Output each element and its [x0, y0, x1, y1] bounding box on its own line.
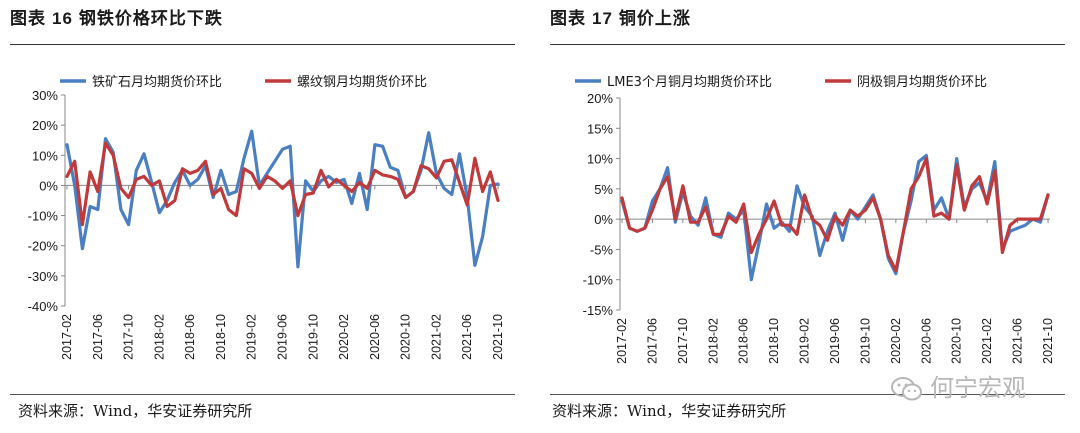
y-tick-label: 0% [39, 178, 58, 193]
left-title-text: 钢铁价格环比下跌 [78, 9, 223, 29]
x-tick-label: 2020-02 [889, 318, 903, 364]
y-tick-label: 0% [594, 212, 613, 227]
x-tick-label: 2020-06 [919, 318, 933, 364]
right-title-text: 铜价上涨 [618, 9, 691, 29]
y-tick-label: 10% [32, 148, 58, 163]
x-tick-label: 2021-10 [1041, 318, 1055, 364]
x-tick-label: 2020-10 [399, 314, 413, 360]
y-tick-label: -15% [583, 303, 614, 318]
right-source: 资料来源：Wind，华安证券研究所 [552, 402, 787, 420]
x-tick-label: 2017-02 [615, 318, 629, 364]
x-tick-label: 2018-02 [706, 318, 720, 364]
x-tick-label: 2018-10 [767, 318, 781, 364]
y-tick-label: 5% [594, 182, 613, 197]
x-tick-label: 2019-02 [245, 314, 259, 360]
legend-label-0: 铁矿石月均期货价环比 [92, 74, 222, 90]
x-tick-label: 2018-10 [214, 314, 228, 360]
y-tick-label: 10% [587, 152, 613, 167]
left-fig-label: 图表 [10, 9, 46, 29]
left-bottom-rule [10, 394, 515, 395]
series-line-1 [65, 141, 500, 227]
series-line-0 [65, 129, 500, 269]
series-line-0 [620, 153, 1050, 282]
x-tick-label: 2019-02 [798, 318, 812, 364]
watermark-text: 何宁宏观 [930, 374, 1026, 402]
y-tick-label: -5% [590, 242, 614, 257]
x-tick-label: 2019-10 [858, 318, 872, 364]
x-tick-label: 2018-02 [152, 314, 166, 360]
x-tick-label: 2021-02 [429, 314, 443, 360]
x-tick-label: 2021-06 [460, 314, 474, 360]
x-tick-label: 2018-06 [183, 314, 197, 360]
x-tick-label: 2017-10 [122, 314, 136, 360]
x-tick-label: 2020-06 [368, 314, 382, 360]
y-tick-label: 20% [587, 91, 613, 106]
left-chart: 铁矿石月均期货价环比 螺纹钢月均期货价环比 -40% -30% -20% -10% 0% 10… [28, 74, 505, 360]
right-bottom-rule [550, 394, 1065, 395]
right-panel-title: 图表 17 铜价上涨 [550, 4, 691, 29]
x-tick-label: 2017-06 [91, 314, 105, 360]
x-tick-label: 2017-02 [60, 314, 74, 360]
y-tick-label: -10% [583, 273, 614, 288]
y-tick-label: -20% [28, 239, 59, 254]
y-tick-label: 30% [32, 88, 58, 103]
y-tick-label: -10% [28, 209, 59, 224]
x-tick-label: 2019-10 [306, 314, 320, 360]
x-tick-label: 2019-06 [276, 314, 290, 360]
x-tick-label: 2017-06 [645, 318, 659, 364]
x-tick-label: 2019-06 [828, 318, 842, 364]
x-tick-label: 2021-10 [491, 314, 505, 360]
legend-label-1: 阴极铜月均期货价环比 [857, 74, 987, 90]
y-tick-label: 15% [587, 121, 613, 136]
left-source: 资料来源：Wind，华安证券研究所 [18, 402, 253, 420]
left-top-rule [10, 44, 515, 45]
x-tick-label: 2021-02 [980, 318, 994, 364]
right-top-rule [550, 44, 1065, 45]
x-tick-label: 2017-10 [676, 318, 690, 364]
y-tick-label: 20% [32, 118, 58, 133]
x-tick-label: 2018-06 [737, 318, 751, 364]
y-tick-label: -40% [28, 299, 59, 314]
left-panel-title: 图表 16 钢铁价格环比下跌 [10, 4, 223, 29]
series-line-1 [620, 156, 1050, 273]
watermark: 何宁宏观 [890, 368, 1026, 403]
right-chart: LME3个月铜月均期货价环比 阴极铜月均期货价环比 -15% -10% -5% 0% 5% 1… [575, 74, 1055, 364]
x-tick-label: 2020-10 [950, 318, 964, 364]
legend-label-0: LME3个月铜月均期货价环比 [607, 74, 772, 90]
wechat-icon [890, 376, 924, 402]
legend-label-1: 螺纹钢月均期货价环比 [297, 74, 427, 90]
x-tick-label: 2020-02 [337, 314, 351, 360]
right-fig-label: 图表 [550, 9, 586, 29]
x-tick-label: 2021-06 [1011, 318, 1025, 364]
left-fig-number: 16 [52, 9, 73, 28]
right-fig-number: 17 [592, 9, 613, 28]
y-tick-label: -30% [28, 269, 59, 284]
